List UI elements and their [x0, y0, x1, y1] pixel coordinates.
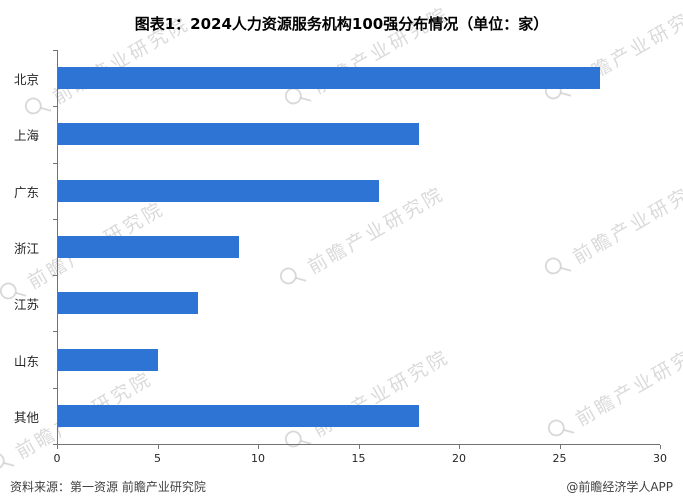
x-tick-label: 25 [552, 452, 567, 465]
bar-row [58, 275, 660, 331]
y-tick-mark [53, 331, 57, 333]
x-tick-mark [157, 445, 159, 449]
x-tick-mark [358, 445, 360, 449]
x-tick-mark [459, 445, 460, 449]
magnifier-icon [0, 452, 15, 470]
bar [58, 235, 239, 258]
bar-row [58, 163, 660, 219]
bar [58, 404, 420, 427]
category-label: 上海 [14, 128, 40, 144]
y-tick-mark [53, 275, 57, 277]
source-note: 资料来源：第一资源 前瞻产业研究院 [10, 480, 206, 494]
category-label: 山东 [14, 353, 40, 369]
bar [58, 292, 199, 315]
chart-title: 图表1：2024人力资源服务机构100强分布情况（单位：家） [134, 15, 549, 33]
y-tick-mark [53, 218, 57, 220]
footer: 资料来源：第一资源 前瞻产业研究院 @前瞻经济学人APP [10, 478, 673, 495]
category-axis: 北京上海广东浙江江苏山东其他 [14, 50, 57, 445]
x-tick-mark [258, 445, 259, 449]
brand-note: @前瞻经济学人APP [566, 480, 673, 494]
x-tick-label: 0 [53, 452, 61, 465]
category-label: 北京 [14, 71, 40, 87]
x-tick-label: 5 [154, 452, 161, 465]
category-label: 广东 [14, 184, 40, 200]
bar [58, 179, 380, 202]
x-tick-label: 20 [452, 452, 466, 465]
y-tick-mark [53, 50, 57, 51]
x-tick-label: 10 [251, 452, 265, 465]
category-label: 其他 [14, 410, 40, 426]
y-tick-mark [53, 106, 57, 108]
x-tick-mark [660, 445, 661, 449]
x-axis: 0 5 10 15 20 25 30 [53, 445, 667, 469]
bar-row [58, 50, 660, 106]
y-tick-mark [53, 162, 57, 164]
bar [58, 348, 159, 371]
x-tick-label: 30 [653, 452, 667, 465]
bar-row [58, 106, 660, 162]
x-tick-mark [57, 445, 58, 449]
bar-row [58, 388, 660, 444]
x-tick-label: 15 [351, 452, 366, 465]
bar-rows [58, 50, 660, 444]
bar-row [58, 219, 660, 275]
bar [58, 67, 600, 90]
x-tick-mark [559, 445, 561, 449]
bar-row [58, 331, 660, 387]
bar [58, 123, 420, 146]
y-tick-mark [53, 444, 57, 445]
category-label: 江苏 [14, 297, 40, 313]
category-label: 浙江 [14, 240, 40, 256]
bars-area [53, 50, 660, 445]
y-tick-mark [53, 387, 57, 389]
plot-area: 北京上海广东浙江江苏山东其他 0 5 10 15 20 25 30 [14, 50, 667, 465]
